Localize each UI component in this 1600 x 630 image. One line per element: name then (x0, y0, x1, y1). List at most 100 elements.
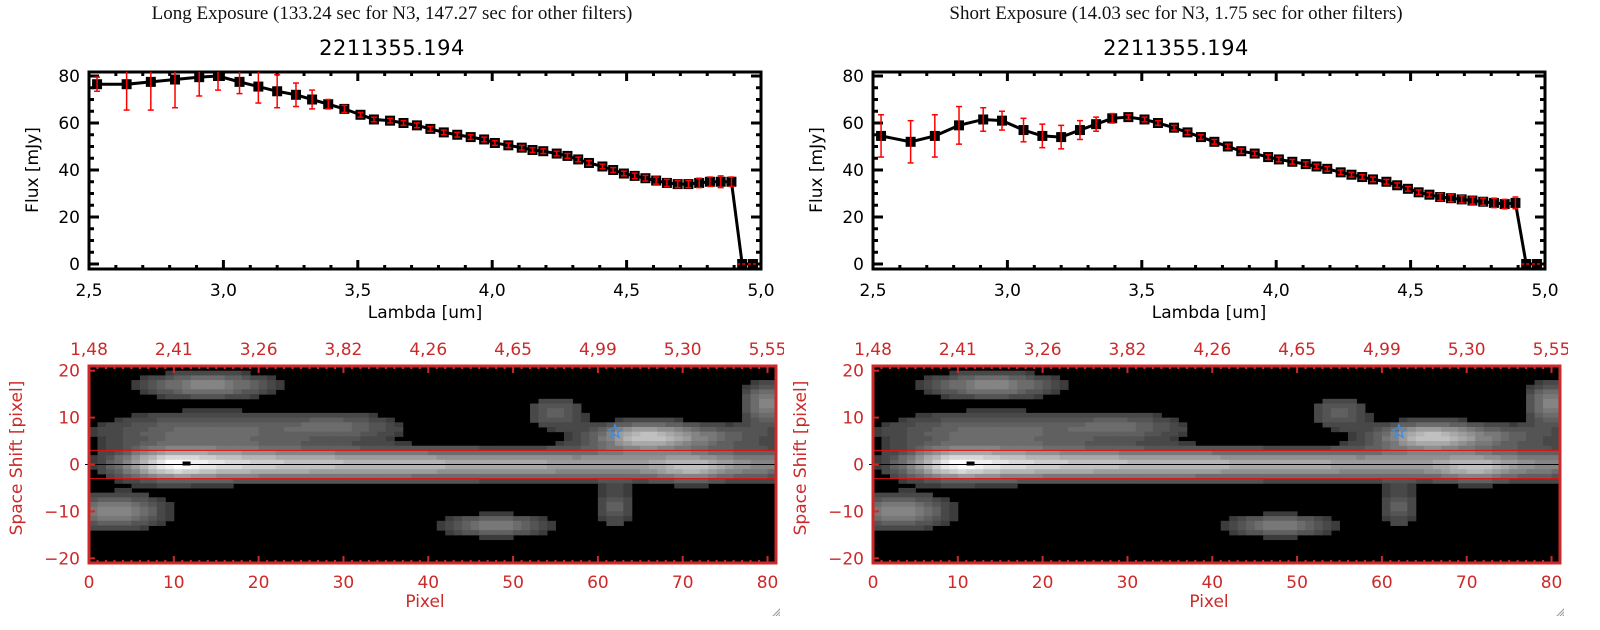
image-cell (1356, 422, 1366, 428)
image-cell (1339, 464, 1349, 470)
image-cell (267, 389, 277, 395)
image-cell (496, 520, 506, 526)
image-x-tick-label: 20 (1032, 573, 1054, 593)
image-cell (1059, 441, 1069, 447)
image-cell (1042, 441, 1052, 447)
image-cell (1314, 478, 1324, 484)
image-cell (1331, 422, 1340, 428)
image-cell (1314, 520, 1324, 526)
image-cell (148, 450, 158, 456)
image-cell (334, 459, 344, 465)
image-cell (1449, 422, 1459, 428)
image-cell (940, 464, 950, 470)
image-cell (682, 450, 692, 456)
image-cell (1381, 436, 1391, 442)
image-cell (1390, 511, 1400, 517)
image-cell (759, 469, 769, 475)
image-cell (742, 478, 752, 484)
image-cell (1331, 398, 1340, 405)
image-cell (377, 459, 387, 465)
image-cell (334, 445, 344, 451)
image-cell (1254, 473, 1264, 480)
image-cell (258, 445, 268, 451)
image-cell (1169, 464, 1179, 470)
image-cell (122, 422, 132, 428)
image-cell (1407, 455, 1417, 461)
image-cell (1407, 445, 1417, 451)
image-cell (462, 530, 472, 536)
image-cell (182, 417, 192, 423)
image-cell (957, 375, 967, 381)
image-cell (521, 469, 531, 475)
image-cell (1331, 426, 1340, 433)
image-cell (148, 441, 158, 447)
image-cell (1551, 441, 1561, 447)
image-cell (1169, 459, 1179, 465)
image-cell (538, 459, 548, 465)
image-cell (1178, 455, 1188, 461)
image-cell (1364, 422, 1374, 428)
image-cell (708, 445, 718, 451)
image-cell (173, 380, 183, 386)
image-cell (606, 506, 616, 512)
image-cell (725, 426, 735, 433)
image-cell (360, 445, 370, 451)
image-cell (1364, 455, 1374, 461)
image-cell (966, 431, 976, 437)
image-cell (940, 445, 950, 451)
resize-grip-icon[interactable] (770, 606, 780, 616)
image-cell (1339, 398, 1349, 405)
image-cell (97, 525, 107, 531)
image-cell (1551, 473, 1561, 480)
image-cell (923, 520, 933, 526)
image-cell (1432, 436, 1442, 442)
image-cell (733, 455, 743, 461)
image-cell (1492, 473, 1502, 480)
image-cell (966, 436, 976, 442)
image-cell (1347, 469, 1357, 475)
image-cell (122, 464, 132, 470)
image-cell (547, 398, 556, 405)
image-cell (898, 516, 908, 522)
image-cell (190, 483, 200, 489)
image-cell (759, 422, 769, 428)
image-cell (368, 478, 378, 484)
image-cell (1424, 473, 1434, 480)
image-cell (1025, 384, 1035, 390)
image-cell (385, 441, 395, 447)
image-cell (1017, 441, 1027, 447)
image-cell (1364, 469, 1374, 475)
image-cell (1008, 483, 1018, 489)
image-cell (436, 520, 446, 526)
image-cell (572, 469, 582, 475)
image-cell (284, 464, 294, 470)
image-cell (114, 469, 124, 475)
image-cell (428, 445, 438, 451)
image-cell (462, 459, 472, 465)
image-cell (131, 473, 141, 480)
image-cell (360, 473, 370, 480)
image-cell (1110, 455, 1120, 461)
image-cell (250, 441, 260, 447)
image-cell (1381, 502, 1391, 508)
y-axis-label: Flux [mJy] (23, 127, 43, 213)
image-cell (623, 492, 633, 498)
resize-grip-icon[interactable] (1554, 606, 1564, 616)
image-cell (1110, 412, 1120, 419)
image-cell (122, 436, 132, 442)
image-cell (1305, 450, 1315, 456)
image-cell (139, 473, 149, 480)
image-cell (767, 384, 777, 390)
image-cell (1475, 455, 1485, 461)
image-cell (156, 431, 166, 437)
image-cell (923, 441, 933, 447)
image-cell (139, 445, 149, 451)
image-x-tick-label: 40 (417, 573, 439, 593)
image-cell (648, 445, 658, 451)
image-cell (1144, 436, 1154, 442)
image-cell (1229, 530, 1239, 536)
image-cell (1152, 469, 1162, 475)
image-cell (614, 506, 624, 512)
